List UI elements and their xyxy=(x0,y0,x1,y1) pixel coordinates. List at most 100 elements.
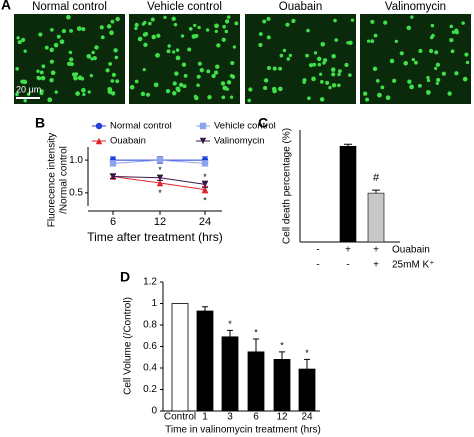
cell-dot xyxy=(74,72,79,76)
cell-dot xyxy=(167,44,171,48)
cell-dot xyxy=(325,80,330,85)
micrograph xyxy=(360,14,471,104)
cell-dot xyxy=(81,87,86,93)
cell-dot xyxy=(156,33,161,38)
point xyxy=(201,181,209,188)
cell-dot xyxy=(166,49,171,54)
micrograph xyxy=(245,14,356,104)
cell-dot xyxy=(330,67,336,72)
cell-dot xyxy=(454,71,459,76)
cell-dot xyxy=(66,14,71,20)
condition-sign: - xyxy=(316,245,319,256)
cell-dot xyxy=(266,35,271,40)
cell-dot xyxy=(129,84,135,90)
cell-dot xyxy=(465,60,470,65)
cell-dot xyxy=(143,42,148,47)
cell-dot xyxy=(348,73,352,77)
image-label: Valinomycin xyxy=(385,1,446,13)
cell-dot xyxy=(214,70,219,75)
point xyxy=(109,160,117,167)
bar xyxy=(339,145,357,243)
image-label: Vehicle control xyxy=(147,1,222,13)
significance: * xyxy=(158,165,162,175)
cell-dot xyxy=(373,33,378,38)
cell-dot xyxy=(50,27,54,32)
significance: # xyxy=(373,172,380,184)
cell-dot xyxy=(49,59,55,64)
bar xyxy=(247,351,265,412)
cell-dot xyxy=(105,68,110,73)
x-tick-label: 1 xyxy=(202,412,208,423)
cell-dot xyxy=(196,74,201,79)
cell-dot xyxy=(145,92,151,97)
cell-dot xyxy=(285,22,290,27)
cell-dot xyxy=(429,35,434,40)
error-bar xyxy=(253,338,259,352)
cell-dot xyxy=(434,66,438,71)
cell-dot xyxy=(134,22,139,27)
x-tick-label: 24 xyxy=(301,412,313,423)
cell-dot xyxy=(23,98,27,103)
x-tick-label: 6 xyxy=(110,216,116,228)
cell-dot xyxy=(262,19,267,24)
micrograph xyxy=(129,14,240,104)
cell-dot xyxy=(171,16,176,21)
cell-dot xyxy=(413,60,418,65)
x-tick-label: 3 xyxy=(227,412,233,423)
cell-dot xyxy=(153,82,159,88)
cell-dot xyxy=(142,32,147,37)
point xyxy=(95,137,103,145)
cell-dot xyxy=(221,37,226,42)
point xyxy=(156,156,164,164)
y-tick-label: 0.2 xyxy=(143,384,157,395)
y-axis-title: Fluorecence intensity xyxy=(47,133,58,228)
bar xyxy=(367,192,385,243)
cell-dot xyxy=(109,30,114,36)
cell-dot xyxy=(229,95,234,99)
x-tick-label: 6 xyxy=(253,412,259,423)
cell-dot xyxy=(441,71,446,76)
cell-dot xyxy=(308,63,314,68)
significance: * xyxy=(280,340,284,350)
legend-label: Ouabain xyxy=(110,136,146,147)
cell-dot xyxy=(392,78,397,83)
condition-sign: + xyxy=(373,245,379,256)
cell-dot xyxy=(194,33,199,38)
cell-dot xyxy=(69,57,74,62)
cell-dot xyxy=(385,95,391,101)
cell-dot xyxy=(278,66,283,71)
cell-dot xyxy=(449,24,454,29)
significance: * xyxy=(203,172,207,182)
legend-label: Valinomycin xyxy=(214,136,265,147)
cell-dot xyxy=(99,25,104,30)
cell-dot xyxy=(450,49,455,54)
cell-dot xyxy=(372,66,378,72)
cell-dot xyxy=(94,45,99,50)
cell-dot xyxy=(206,69,211,74)
cell-dot xyxy=(40,89,44,93)
cell-dot xyxy=(362,91,368,96)
cell-dot xyxy=(328,85,332,90)
cell-dot xyxy=(22,79,28,85)
cell-dot xyxy=(286,57,291,61)
bar xyxy=(298,368,316,412)
bar xyxy=(221,336,239,412)
cell-dot xyxy=(226,80,232,85)
cell-dot xyxy=(377,92,382,98)
cell-dot xyxy=(350,18,355,22)
cell-dot xyxy=(61,28,67,34)
cell-dot xyxy=(137,36,143,42)
cell-dot xyxy=(106,24,112,29)
legend-label: Vehicle control xyxy=(214,121,276,132)
cell-dot xyxy=(100,35,105,40)
significance: * xyxy=(305,348,309,358)
cell-dot xyxy=(411,58,415,62)
cell-dot xyxy=(383,20,388,25)
cell-dot xyxy=(87,90,91,94)
cell-dot xyxy=(110,79,115,83)
bar xyxy=(196,310,214,412)
cell-dot xyxy=(26,92,31,96)
cell-dot xyxy=(44,45,49,50)
x-tick-label: 24 xyxy=(199,216,211,228)
